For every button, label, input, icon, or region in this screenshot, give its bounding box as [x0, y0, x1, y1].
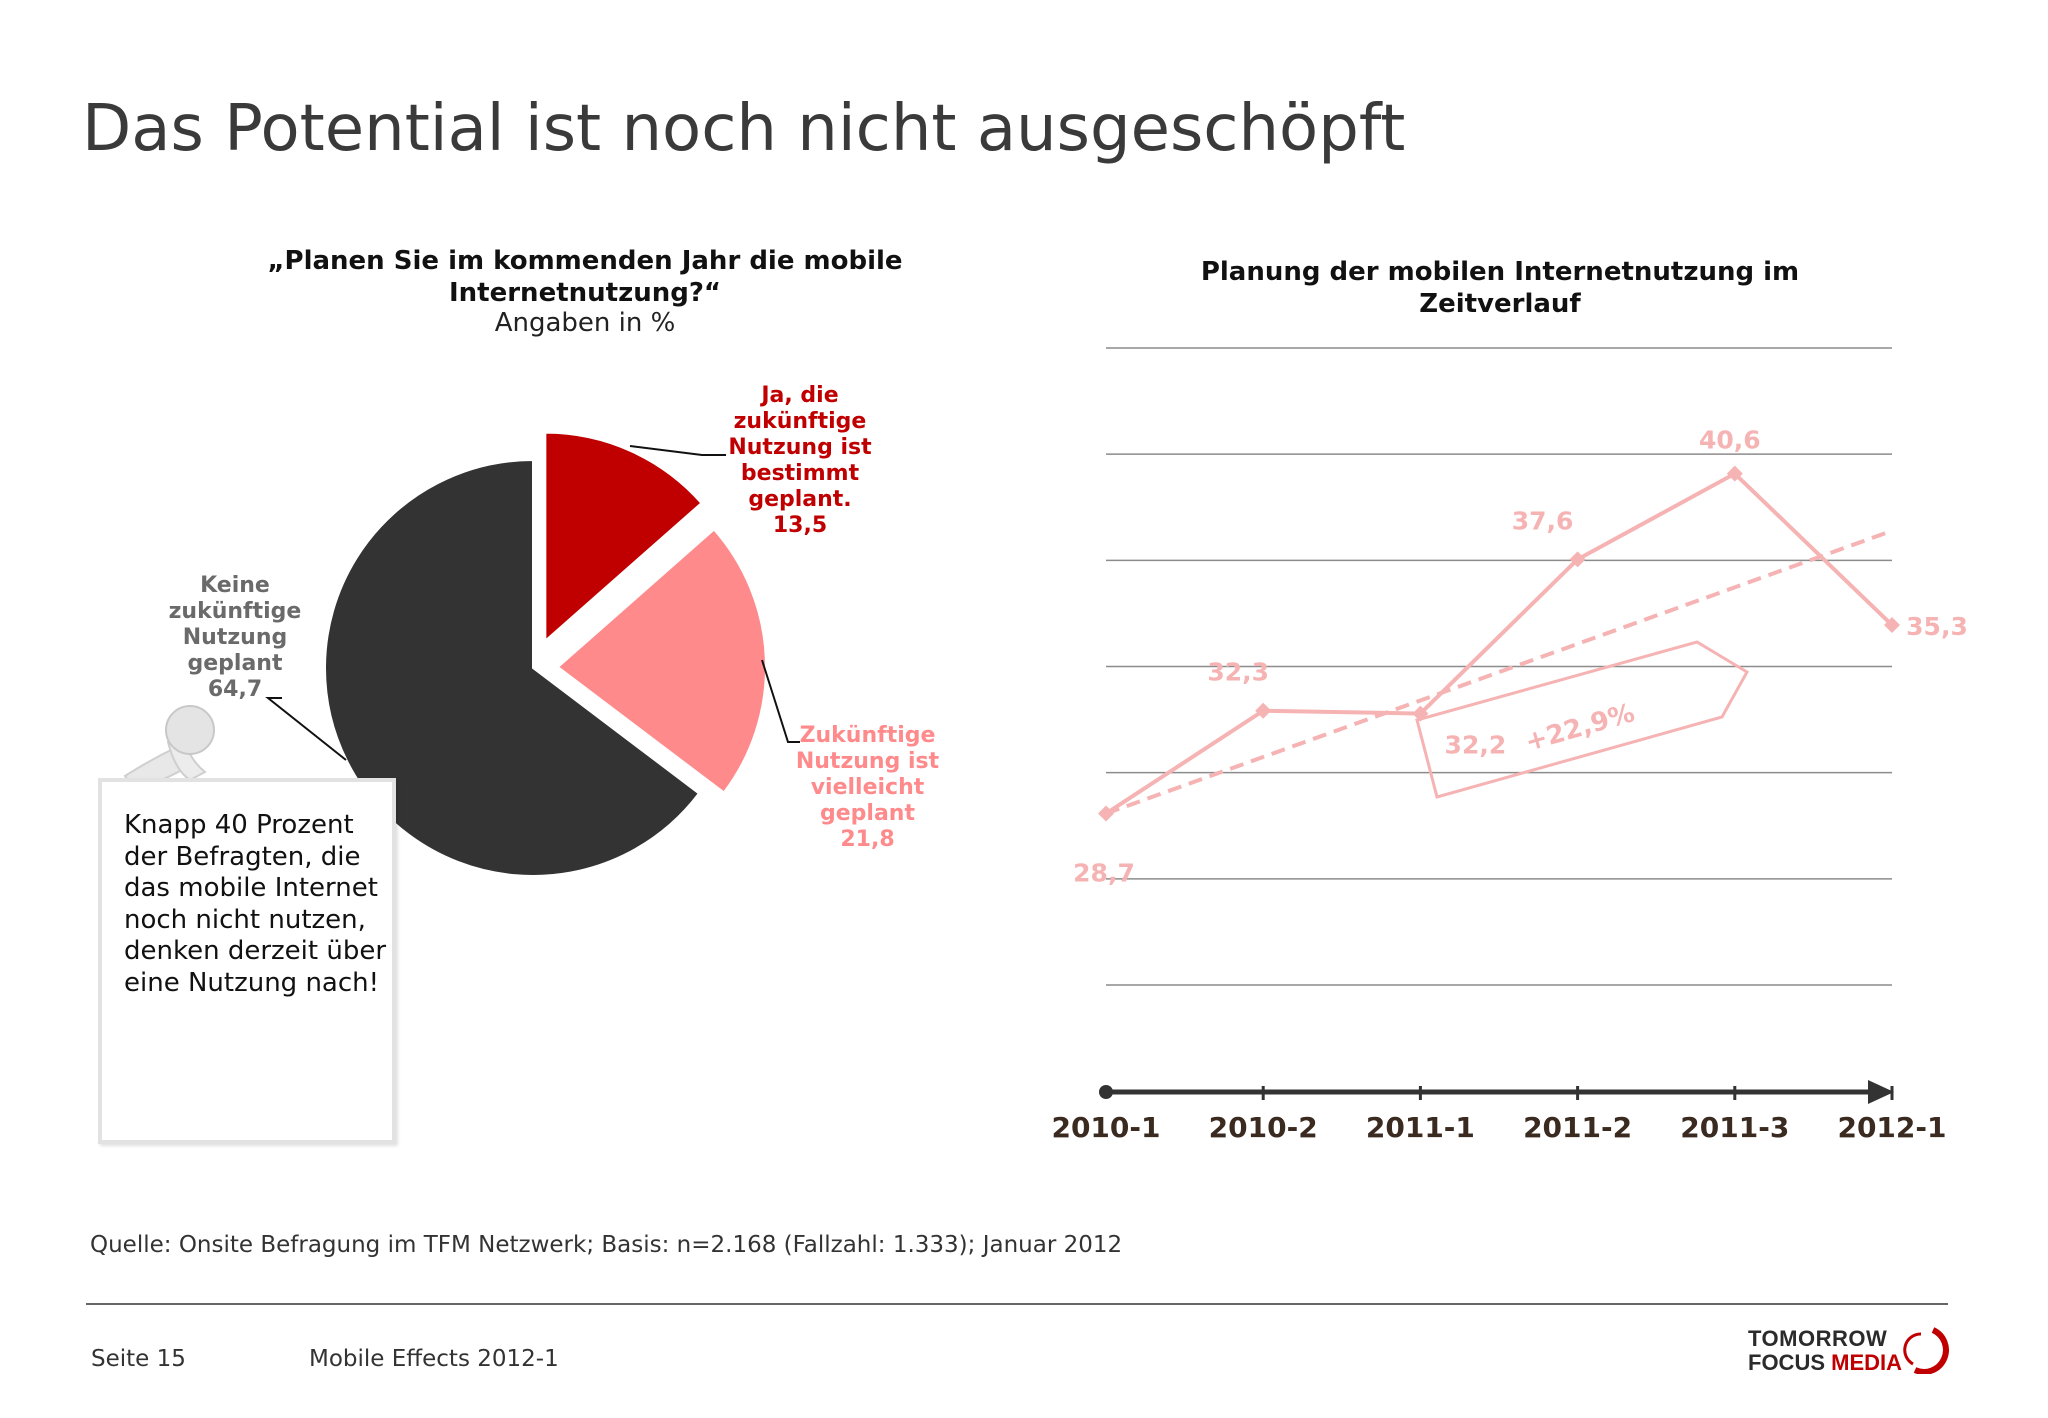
line-chart: +22,9% 28,7 32,3 32,2 37,6 40,6 35,3 2010-1 20…: [1051, 347, 1968, 1144]
x-tick-label: 2010-2: [1209, 1111, 1318, 1144]
x-tick-label: 2011-3: [1680, 1111, 1789, 1144]
pie-label-line: Ja, die: [761, 383, 839, 408]
footer-divider: [86, 1303, 1948, 1305]
pie-label-line: Keine: [200, 573, 270, 598]
company-logo: TOMORROW FOCUS MEDIA: [1748, 1326, 1949, 1376]
pie-label-line: geplant: [187, 651, 283, 676]
x-tick-label: 2010-1: [1051, 1111, 1160, 1144]
pie-label-line: Zukünftige: [799, 723, 936, 748]
data-point: [1255, 702, 1272, 719]
data-label: 40,6: [1699, 426, 1761, 455]
data-point: [1726, 465, 1743, 482]
pie-label-line: geplant: [820, 801, 915, 826]
axis-start-dot: [1099, 1085, 1113, 1099]
page-number: Seite 15: [91, 1346, 186, 1372]
pie-label-vielleicht: Zukünftige Nutzung ist vielleicht geplan…: [775, 723, 960, 853]
pie-slice-ja: [544, 431, 703, 643]
pie-label-value: 13,5: [772, 513, 828, 538]
report-name: Mobile Effects 2012-1: [309, 1346, 559, 1372]
source-note: Quelle: Onsite Befragung im TFM Netzwerk…: [90, 1232, 1123, 1258]
series-line: [1104, 471, 1894, 816]
pie-slice-vielleicht: [556, 528, 767, 794]
data-label: 28,7: [1073, 859, 1135, 888]
data-point: [1884, 617, 1900, 634]
pie-label-line: Nutzung: [182, 625, 288, 650]
leader-line-ja: [629, 445, 726, 456]
note-text: Knapp 40 Prozent der Befragten, die das …: [124, 810, 387, 998]
figure-top-illustration: [123, 705, 215, 792]
data-label: 32,2: [1445, 731, 1507, 760]
logo-mark-icon: [1903, 1327, 1949, 1374]
pie-label-line: zukünftige: [733, 409, 867, 434]
trendline: [1105, 528, 1893, 816]
data-point: [1098, 805, 1114, 822]
logo-line-2: FOCUS MEDIA: [1748, 1350, 1902, 1376]
data-label: 35,3: [1906, 612, 1968, 641]
axis-arrow-icon: [1868, 1080, 1894, 1104]
pie-label-line: vielleicht: [810, 775, 925, 800]
growth-arrow-icon: [1415, 640, 1750, 799]
pie-slice-keine: [324, 458, 701, 877]
logo-line-1: TOMORROW: [1748, 1326, 1888, 1351]
pie-label-line: zukünftige: [168, 599, 302, 624]
pie-chart-subtitle: Angaben in %: [494, 308, 676, 338]
pie-chart-title: „Planen Sie im kommenden Jahr die mobile…: [267, 246, 903, 308]
logo-word-focus: FOCUS: [1748, 1350, 1825, 1375]
pie-label-line: bestimmt: [740, 461, 860, 486]
x-tick-label: 2011-2: [1523, 1111, 1632, 1144]
line-chart-title: Planung der mobilen Internetnutzung im Z…: [1200, 257, 1800, 319]
pie-label-line: Nutzung ist: [728, 435, 872, 460]
data-point: [1569, 551, 1586, 568]
leader-line-vielleicht: [761, 659, 800, 743]
x-tick-label: 2012-1: [1837, 1111, 1946, 1144]
data-point: [1412, 705, 1429, 722]
pie-label-value: 21,8: [840, 827, 895, 852]
note-board: [98, 778, 396, 1144]
data-label: 37,6: [1512, 506, 1574, 535]
pie-label-ja: Ja, die zukünftige Nutzung ist bestimmt …: [700, 383, 900, 539]
x-tick-label: 2011-1: [1366, 1111, 1475, 1144]
page-title: Das Potential ist noch nicht ausgeschöpf…: [82, 92, 1406, 166]
growth-label: +22,9%: [1522, 698, 1638, 758]
pie-label-value: 64,7: [207, 677, 263, 702]
pie-label-keine: Keine zukünftige Nutzung geplant 64,7: [150, 573, 320, 703]
pie-label-line: geplant.: [748, 487, 852, 512]
leader-line-keine: [265, 697, 347, 761]
pie-chart: [123, 431, 800, 877]
logo-word-media: MEDIA: [1831, 1350, 1903, 1375]
pie-label-line: Nutzung ist: [795, 749, 940, 774]
data-label: 32,3: [1207, 658, 1269, 687]
